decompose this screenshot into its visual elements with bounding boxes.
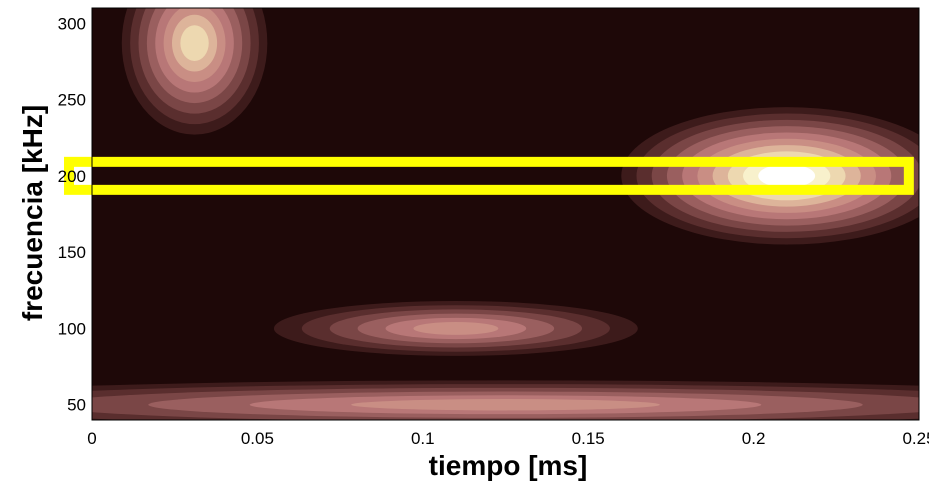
x-tick-label: 0: [87, 429, 96, 448]
energy-contours: [92, 8, 919, 420]
y-tick-label: 300: [58, 14, 86, 33]
energy-contour-3-6: [351, 399, 660, 411]
x-tick-label: 0.2: [742, 429, 766, 448]
x-tick-label: 0.1: [411, 429, 435, 448]
energy-contour-2-6: [413, 322, 499, 335]
energy-contour-0-8: [180, 25, 209, 61]
y-tick-label: 150: [58, 243, 86, 262]
y-axis-label: frecuencia [kHz]: [17, 105, 48, 321]
y-tick-label: 50: [67, 396, 86, 415]
x-tick-labels: 0 0.05 0.1 0.15 0.2 0.25: [87, 429, 929, 448]
highlight-band: [64, 156, 914, 195]
x-tick-label: 0.05: [241, 429, 274, 448]
y-tick-label: 100: [58, 319, 86, 338]
energy-contour-1-10: [758, 164, 816, 188]
x-axis-label: tiempo [ms]: [429, 450, 588, 481]
x-tick-label: 0.15: [572, 429, 605, 448]
x-tick-label: 0.25: [902, 429, 929, 448]
y-tick-label: 200: [58, 167, 86, 186]
y-tick-label: 250: [58, 91, 86, 110]
y-tick-labels: 50 100 150 200 250 300: [58, 14, 86, 414]
plot-frame: [91, 7, 920, 421]
plot-area: [64, 7, 920, 421]
